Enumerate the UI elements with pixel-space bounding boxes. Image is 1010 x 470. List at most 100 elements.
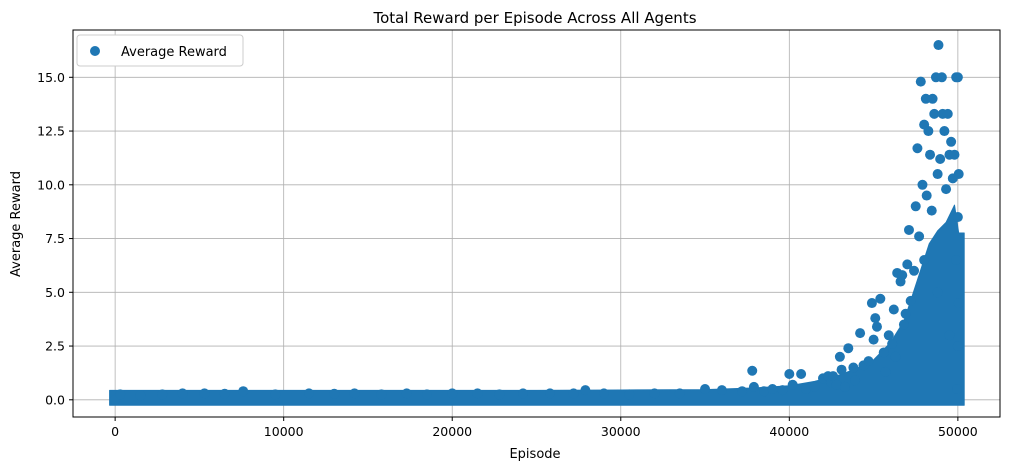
scatter-point — [843, 343, 854, 354]
x-tick-label: 50000 — [938, 424, 978, 439]
scatter-point — [809, 381, 820, 392]
scatter-point — [219, 388, 230, 399]
scatter-point — [850, 375, 861, 386]
scatter-point — [447, 388, 458, 399]
scatter-point — [902, 259, 913, 270]
legend: Average Reward — [76, 34, 244, 67]
scatter-point — [953, 169, 964, 180]
scatter-point — [767, 384, 778, 395]
scatter-point — [946, 136, 957, 147]
x-tick-label: 40000 — [769, 424, 809, 439]
scatter-point — [926, 205, 937, 216]
scatter-point — [949, 149, 960, 160]
scatter-point — [888, 304, 899, 315]
scatter-point — [910, 201, 921, 212]
grid-lines — [73, 30, 1000, 417]
scatter-point — [855, 328, 866, 339]
plot-frame — [72, 29, 1001, 418]
scatter-point — [898, 319, 909, 330]
scatter-point — [472, 388, 483, 399]
scatter-point — [900, 308, 911, 319]
scatter-point — [624, 389, 635, 400]
scatter-point — [349, 388, 360, 399]
scatter-point — [376, 389, 387, 400]
scatter-point — [951, 255, 962, 266]
scatter-point — [238, 386, 249, 397]
scatter-point — [494, 389, 505, 400]
scatter-point — [927, 93, 938, 104]
scatter-point — [759, 386, 770, 397]
scatter-point — [941, 184, 952, 195]
scatter-point — [674, 388, 685, 399]
y-tick-label: 2.5 — [45, 339, 65, 354]
scatter-point — [303, 388, 314, 399]
scatter-point — [784, 369, 795, 379]
scatter-point — [897, 270, 908, 281]
scatter-point — [544, 388, 555, 399]
scatter-point — [748, 381, 759, 392]
scatter-point — [925, 149, 936, 160]
scatter-point — [936, 72, 947, 83]
scatter-point — [157, 389, 168, 400]
scatter-point — [135, 390, 146, 401]
dense-point-bands — [109, 204, 965, 406]
y-tick-label: 0.0 — [45, 392, 65, 407]
scatter-point — [935, 154, 946, 164]
y-tick-label: 7.5 — [45, 231, 65, 246]
scatter-point — [836, 364, 847, 375]
data-points — [110, 40, 964, 405]
scatter-point — [952, 384, 963, 395]
scatter-point — [871, 321, 882, 332]
scatter-point — [199, 388, 210, 399]
scatter-point — [887, 338, 898, 349]
legend-label: Average Reward — [121, 45, 227, 60]
chart-title: Total Reward per Episode Across All Agen… — [372, 9, 696, 27]
scatter-point — [329, 388, 340, 399]
scatter-point — [875, 293, 886, 304]
scatter-point — [598, 388, 609, 399]
scatter-point — [929, 108, 940, 119]
scatter-point — [270, 389, 281, 400]
scatter-point — [912, 143, 923, 154]
x-axis-label: Episode — [509, 447, 560, 462]
x-tick-label: 0 — [111, 424, 119, 439]
scatter-point — [868, 334, 879, 345]
scatter-point — [747, 365, 758, 376]
scatter-point — [880, 366, 891, 377]
legend-marker — [90, 46, 100, 56]
scatter-point — [923, 126, 934, 137]
scatter-point — [952, 212, 963, 223]
scatter-point — [796, 369, 807, 379]
scatter-point — [700, 384, 711, 395]
scatter-point — [939, 126, 950, 137]
scatter-point — [933, 40, 944, 51]
scatter-point — [828, 371, 839, 382]
scatter-point — [649, 388, 660, 399]
y-tick-label: 10.0 — [37, 177, 65, 192]
scatter-point — [944, 330, 955, 341]
scatter-point — [421, 389, 432, 400]
scatter-point — [921, 190, 932, 201]
scatter-point — [953, 298, 964, 309]
scatter-point — [903, 224, 914, 235]
scatter-point — [737, 386, 748, 397]
scatter-point — [863, 356, 874, 367]
scatter-point — [883, 330, 894, 341]
scatter-point — [787, 379, 798, 390]
scatter-point — [870, 313, 881, 324]
scatter-point — [831, 379, 842, 390]
y-axis-ticks: 0.0 2.5 5.0 7.5 10.0 12.5 15.0 — [37, 70, 73, 407]
x-tick-label: 30000 — [601, 424, 641, 439]
scatter-point — [839, 381, 850, 392]
scatter-point — [905, 295, 916, 306]
scatter-point — [848, 362, 859, 373]
y-axis-label: Average Reward — [9, 171, 24, 277]
scatter-point — [834, 351, 845, 362]
scatter-point — [914, 231, 925, 242]
dense-band — [109, 204, 965, 406]
scatter-point — [401, 388, 412, 399]
scatter-point — [915, 76, 926, 87]
scatter-point — [568, 388, 579, 399]
scatter-point — [177, 388, 188, 399]
